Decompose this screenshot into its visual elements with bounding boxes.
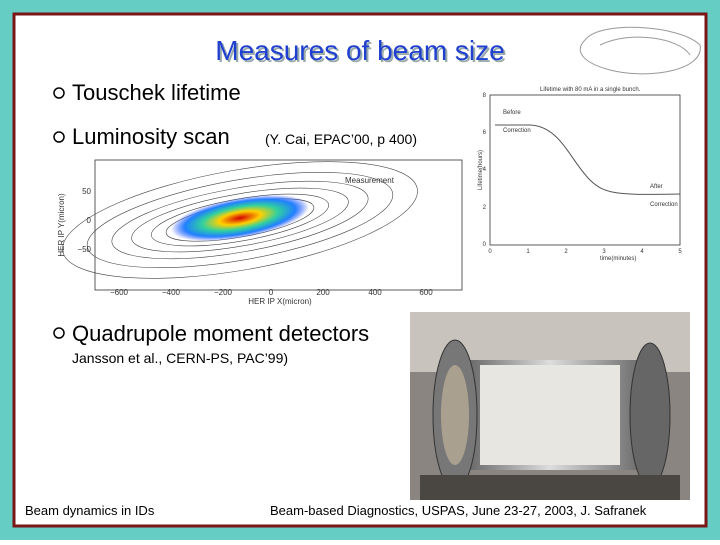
bullet-icon	[53, 327, 65, 339]
tick: 2	[564, 249, 568, 255]
contour	[131, 187, 349, 253]
flange-face	[441, 365, 469, 465]
plot-label: Correction	[650, 202, 678, 208]
cylinder-core	[480, 365, 620, 465]
bullet: Luminosity scan	[72, 124, 230, 149]
contour	[86, 171, 394, 269]
bullet-note: Jansson et al., CERN-PS, PAC’99)	[72, 350, 288, 366]
plot-label: Correction	[503, 128, 531, 134]
plot-label: Measurement	[345, 176, 395, 185]
tick: 6	[483, 130, 487, 136]
y-label: Lifetime(hours)	[478, 150, 484, 190]
tick: 0	[87, 216, 92, 225]
tick: 400	[368, 288, 382, 297]
curve	[495, 124, 681, 195]
tick: 3	[602, 249, 606, 255]
tick: −200	[214, 288, 233, 297]
beam-spot	[170, 194, 310, 242]
bullet: Quadrupole moment detectors	[72, 321, 369, 346]
tick: 50	[82, 187, 91, 196]
tick: 4	[640, 249, 644, 255]
detector-photo	[410, 312, 690, 500]
tick: 2	[483, 205, 487, 211]
plot-frame	[94, 159, 463, 291]
lifetime-plot: Lifetime with 80 mA in a single bunch. L…	[478, 87, 682, 262]
bullet-note: (Y. Cai, EPAC’00, p 400)	[265, 131, 417, 147]
tick: −50	[77, 245, 91, 254]
plot-frame	[489, 94, 681, 246]
title-shadow: Measures of beam size	[217, 37, 506, 68]
tick: 0	[488, 249, 492, 255]
tick: 200	[316, 288, 330, 297]
footer-right: Beam-based Diagnostics, USPAS, June 23-2…	[270, 503, 647, 518]
y-label: HER IP Y(micron)	[57, 193, 66, 257]
footer-box	[22, 498, 184, 522]
sketch	[579, 26, 701, 75]
tick: −600	[110, 288, 129, 297]
tick: 600	[419, 288, 433, 297]
contour	[111, 180, 369, 260]
stand	[420, 475, 680, 500]
bullet: Touschek lifetime	[72, 80, 241, 105]
tick: 1	[526, 249, 530, 255]
plot-label: After	[650, 184, 663, 190]
tick: 8	[483, 93, 487, 99]
tick: 0	[269, 288, 274, 297]
tick: 4	[483, 167, 487, 173]
tick: 0	[483, 242, 487, 248]
bullet-icon	[53, 131, 65, 143]
tick: 5	[678, 249, 682, 255]
tick: −400	[162, 288, 181, 297]
x-label: HER IP X(micron)	[248, 297, 312, 306]
x-label: time(minutes)	[600, 256, 636, 262]
footer-left: Beam dynamics in IDs	[25, 503, 155, 518]
title: Measures of beam size	[215, 35, 504, 66]
scan-plot: Measurement HER IP Y(micron) HER IP X(mi…	[57, 159, 463, 306]
bullet-icon	[53, 87, 65, 99]
flange	[629, 342, 671, 488]
plot-label: Before	[503, 110, 521, 116]
plot-title: Lifetime with 80 mA in a single bunch.	[540, 87, 641, 93]
contour	[62, 161, 418, 279]
